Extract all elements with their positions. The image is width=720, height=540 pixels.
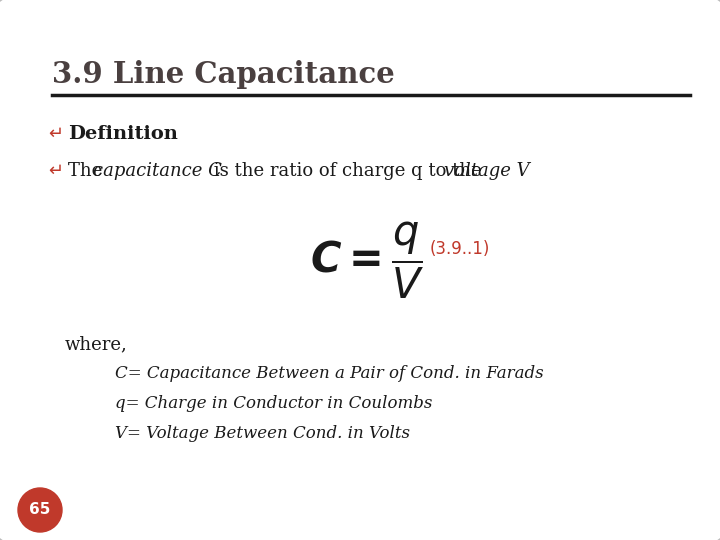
Text: 3.9 Line Capacitance: 3.9 Line Capacitance bbox=[52, 60, 395, 89]
Text: C= Capacitance Between a Pair of Cond. in Farads: C= Capacitance Between a Pair of Cond. i… bbox=[115, 365, 544, 382]
Text: 65: 65 bbox=[30, 503, 50, 517]
Text: V= Voltage Between Cond. in Volts: V= Voltage Between Cond. in Volts bbox=[115, 425, 410, 442]
Text: is the ratio of charge q to the: is the ratio of charge q to the bbox=[208, 162, 487, 180]
Text: voltage V: voltage V bbox=[444, 162, 530, 180]
Text: capacitance C: capacitance C bbox=[93, 162, 222, 180]
Text: The: The bbox=[68, 162, 108, 180]
Circle shape bbox=[18, 488, 62, 532]
Text: where,: where, bbox=[65, 335, 127, 353]
Text: q= Charge in Conductor in Coulombs: q= Charge in Conductor in Coulombs bbox=[115, 395, 433, 412]
Text: ↵: ↵ bbox=[48, 162, 63, 180]
Text: ↵: ↵ bbox=[48, 125, 63, 143]
Text: (3.9..1): (3.9..1) bbox=[430, 240, 490, 258]
Text: Definition: Definition bbox=[68, 125, 178, 143]
Text: $\boldsymbol{C = \dfrac{q}{V}}$: $\boldsymbol{C = \dfrac{q}{V}}$ bbox=[310, 220, 425, 301]
